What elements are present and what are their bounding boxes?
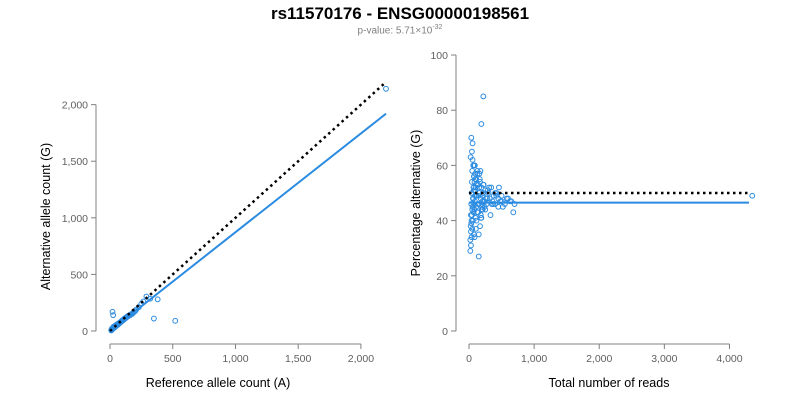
data-point bbox=[467, 248, 474, 254]
data-point bbox=[474, 209, 481, 216]
data-point bbox=[469, 140, 476, 147]
data-point bbox=[510, 209, 517, 216]
y-tick-label: 100 bbox=[430, 50, 448, 62]
data-point bbox=[471, 162, 478, 169]
data-point bbox=[476, 176, 483, 183]
data-point bbox=[469, 206, 476, 213]
pvalue-text: p-value: 5.71×10 bbox=[357, 25, 433, 37]
data-point bbox=[470, 162, 477, 169]
data-point bbox=[467, 237, 474, 243]
data-point bbox=[468, 134, 475, 141]
pvalue-exponent: -32 bbox=[432, 24, 443, 31]
data-point bbox=[383, 85, 389, 92]
data-point bbox=[151, 315, 157, 322]
data-point bbox=[483, 195, 489, 202]
data-point bbox=[469, 179, 475, 185]
data-point bbox=[475, 253, 482, 260]
data-point bbox=[478, 214, 484, 221]
data-point bbox=[749, 192, 756, 199]
data-point bbox=[470, 231, 477, 238]
data-point bbox=[479, 198, 486, 205]
data-point bbox=[110, 312, 117, 319]
x-tick-label: 1,000 bbox=[521, 353, 547, 365]
data-point bbox=[172, 317, 179, 324]
x-tick-label: 500 bbox=[164, 353, 182, 365]
y-tick-label: 500 bbox=[70, 269, 88, 281]
data-point bbox=[471, 179, 478, 185]
data-point bbox=[477, 168, 484, 174]
x-tick-label: 0 bbox=[107, 353, 113, 365]
y-tick-label: 40 bbox=[436, 216, 448, 228]
data-point bbox=[468, 242, 474, 249]
y-axis-title: Percentage alternative (G) bbox=[409, 130, 423, 277]
data-point bbox=[493, 192, 500, 199]
data-point bbox=[507, 198, 513, 205]
data-point bbox=[476, 184, 482, 191]
x-tick-label: 1,500 bbox=[285, 353, 311, 365]
data-point bbox=[482, 206, 489, 213]
expected-line bbox=[109, 81, 387, 332]
data-point bbox=[481, 198, 488, 205]
data-point bbox=[473, 217, 480, 224]
data-point bbox=[481, 203, 488, 210]
y-tick-label: 60 bbox=[436, 160, 448, 172]
data-point bbox=[478, 121, 485, 127]
data-point bbox=[486, 184, 493, 191]
chart-subtitle: p-value: 5.71×10-32 bbox=[0, 24, 800, 36]
data-point bbox=[472, 170, 479, 177]
y-tick-label: 0 bbox=[82, 326, 88, 338]
y-axis-title: Alternative allele count (G) bbox=[39, 143, 53, 290]
data-point bbox=[480, 93, 487, 100]
x-axis-title: Reference allele count (A) bbox=[146, 376, 291, 390]
data-point bbox=[487, 212, 494, 218]
data-point bbox=[469, 203, 476, 210]
data-point bbox=[469, 225, 476, 232]
data-point bbox=[472, 225, 479, 232]
data-point bbox=[469, 148, 475, 155]
data-point bbox=[477, 223, 483, 230]
x-tick-label: 4,000 bbox=[716, 353, 742, 365]
data-point bbox=[474, 201, 481, 207]
x-axis-title: Total number of reads bbox=[549, 376, 670, 390]
data-point bbox=[475, 192, 482, 199]
data-point bbox=[499, 203, 506, 210]
data-point bbox=[490, 201, 496, 207]
x-tick-label: 1,000 bbox=[222, 353, 248, 365]
data-point bbox=[492, 190, 498, 196]
data-point bbox=[154, 296, 161, 303]
data-point bbox=[468, 220, 475, 227]
data-point bbox=[480, 190, 486, 196]
x-tick-label: 3,000 bbox=[651, 353, 677, 365]
data-point bbox=[469, 168, 476, 174]
x-tick-label: 2,000 bbox=[586, 353, 612, 365]
chart-title: rs11570176 - ENSG00000198561 bbox=[270, 4, 530, 23]
fit-line bbox=[109, 112, 387, 332]
y-tick-label: 1,500 bbox=[62, 156, 88, 168]
y-tick-label: 0 bbox=[442, 326, 448, 338]
data-point bbox=[117, 319, 124, 326]
data-point bbox=[469, 212, 475, 218]
plot-right: 0 20 40 60 80 100 0 1,000 2,000 3,000 4,000 Total n… bbox=[409, 50, 756, 390]
y-tick-label: 20 bbox=[436, 271, 448, 283]
data-point bbox=[477, 212, 484, 218]
data-point bbox=[470, 184, 477, 191]
data-point bbox=[498, 198, 505, 205]
data-point bbox=[511, 201, 518, 207]
x-tick-label: 2,000 bbox=[348, 353, 374, 365]
plot-left: 0 500 1,000 1,500 2,000 0 500 1,000 1,500 2,000 Re… bbox=[39, 81, 389, 390]
y-tick-label: 80 bbox=[436, 105, 448, 117]
data-point bbox=[470, 195, 477, 202]
data-point bbox=[480, 181, 487, 188]
data-point bbox=[471, 234, 478, 241]
data-point bbox=[109, 308, 116, 315]
data-point bbox=[470, 187, 477, 194]
x-tick-label: 0 bbox=[466, 353, 472, 365]
y-tick-label: 1,000 bbox=[62, 213, 88, 225]
data-point bbox=[467, 154, 474, 161]
y-tick-label: 2,000 bbox=[62, 100, 88, 112]
data-point bbox=[496, 184, 502, 191]
